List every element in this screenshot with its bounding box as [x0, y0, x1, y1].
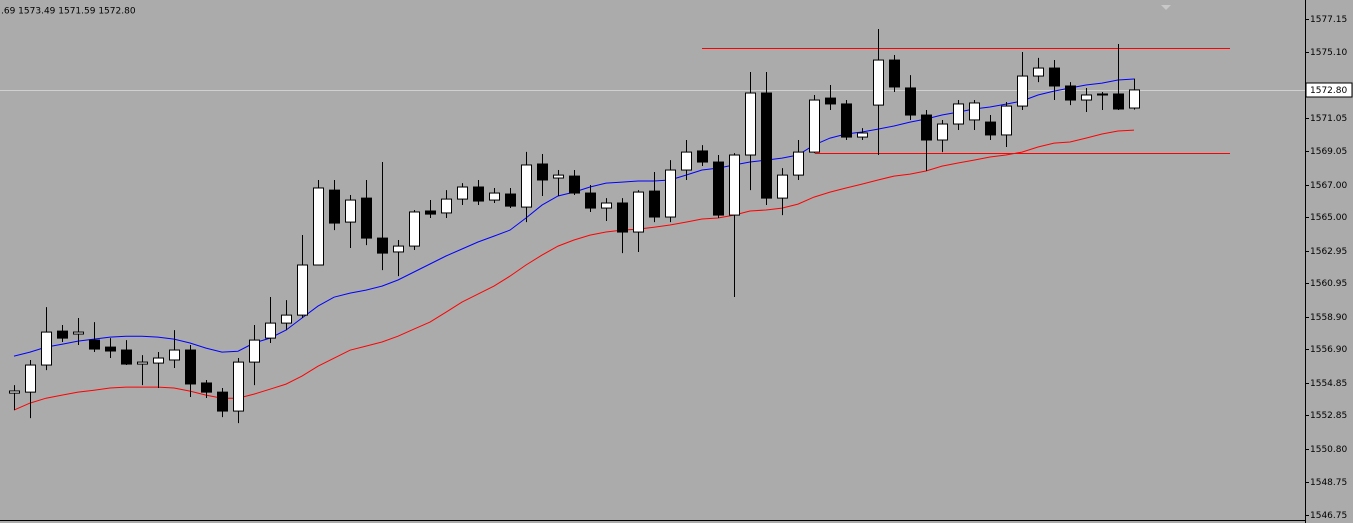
candle-body — [505, 193, 516, 207]
candle-body — [137, 361, 148, 365]
candle-body — [25, 364, 36, 393]
candle-body — [57, 330, 68, 339]
candle-body — [873, 59, 884, 106]
candle-body — [89, 339, 100, 350]
candle-body — [953, 103, 964, 125]
candle-body — [889, 59, 900, 88]
candle-body — [1081, 94, 1092, 101]
y-tick-label: 1562.95 — [1310, 247, 1347, 257]
candle-body — [425, 210, 436, 215]
candle-body — [553, 174, 564, 179]
candle-body — [825, 97, 836, 105]
candle-body — [265, 322, 276, 339]
candle-body — [745, 92, 756, 156]
candle-body — [905, 87, 916, 116]
candle-body — [9, 390, 20, 394]
candle-body — [1033, 67, 1044, 77]
ohlc-header: .69 1573.49 1571.59 1572.80 — [1, 7, 136, 17]
candle-body — [761, 92, 772, 199]
candle-body — [201, 382, 212, 393]
candle-body — [937, 123, 948, 141]
candle-body — [969, 102, 980, 121]
candle-body — [729, 154, 740, 216]
candle-body — [985, 121, 996, 136]
y-tick-label: 1554.85 — [1310, 379, 1347, 389]
last-price-box — [1305, 82, 1353, 98]
candle-body — [297, 264, 308, 316]
candle-body — [121, 349, 132, 365]
candle-body — [393, 245, 404, 253]
candle-body — [585, 192, 596, 209]
candle-body — [697, 150, 708, 163]
plot-area — [0, 29, 1305, 424]
candle-body — [377, 237, 388, 254]
shift-marker — [1161, 5, 1171, 10]
candle-body — [441, 198, 452, 214]
candle-body — [1049, 67, 1060, 87]
candle-body — [233, 361, 244, 412]
candle-body — [1065, 85, 1076, 101]
candle-body — [633, 191, 644, 233]
candle-body — [713, 161, 724, 216]
candle-body — [857, 132, 868, 138]
candle-body — [921, 114, 932, 141]
candle-body — [489, 192, 500, 201]
candle-body — [617, 202, 628, 233]
candle-body — [73, 331, 84, 335]
candle-body — [169, 349, 180, 361]
candle-body — [537, 163, 548, 181]
y-tick-label: 1567.00 — [1310, 181, 1347, 191]
candle-body — [1129, 89, 1140, 109]
candle-body — [1001, 105, 1012, 136]
candle-body — [793, 151, 804, 176]
candle-body — [601, 202, 612, 209]
candle-body — [681, 151, 692, 171]
candle-body — [345, 199, 356, 223]
y-tick-label: 1546.75 — [1310, 511, 1347, 521]
y-tick-label: 1548.75 — [1310, 478, 1347, 488]
candle-body — [153, 357, 164, 364]
candle-body — [777, 174, 788, 199]
candle-body — [1017, 75, 1028, 107]
candle-body — [249, 339, 260, 363]
y-tick-label: 1569.05 — [1310, 147, 1347, 157]
y-tick-label: 1571.05 — [1310, 114, 1347, 124]
y-tick-label: 1577.15 — [1310, 15, 1347, 25]
candle-body — [41, 331, 52, 366]
candle-body — [841, 103, 852, 138]
candle-body — [361, 197, 372, 239]
candle-body — [473, 186, 484, 202]
candle-body — [1113, 93, 1124, 110]
candle-body — [809, 99, 820, 153]
y-tick-label: 1560.95 — [1310, 279, 1347, 289]
y-tick-label: 1575.10 — [1310, 48, 1347, 58]
candle-body — [409, 211, 420, 247]
candle-body — [521, 164, 532, 208]
candle-body — [217, 391, 228, 412]
y-tick-label: 1565.00 — [1310, 213, 1347, 223]
price-axis: 1577.151575.101573.051571.051569.051567.… — [1305, 15, 1353, 521]
candle-body — [649, 190, 660, 218]
y-tick-label: 1556.90 — [1310, 345, 1347, 355]
candle-body — [569, 175, 580, 194]
last-price-label: 1572.80 — [1310, 86, 1347, 96]
y-tick-label: 1558.90 — [1310, 313, 1347, 323]
moving-average — [13, 129, 1135, 411]
candle-body — [281, 314, 292, 324]
candle-body — [185, 349, 196, 385]
candle-body — [665, 169, 676, 218]
y-tick-label: 1550.80 — [1310, 445, 1347, 455]
candle-body — [329, 189, 340, 224]
candle-body — [1097, 93, 1108, 96]
candle-body — [313, 187, 324, 266]
y-tick-label: 1552.85 — [1310, 411, 1347, 421]
candle-body — [457, 186, 468, 200]
candle-body — [105, 346, 116, 352]
